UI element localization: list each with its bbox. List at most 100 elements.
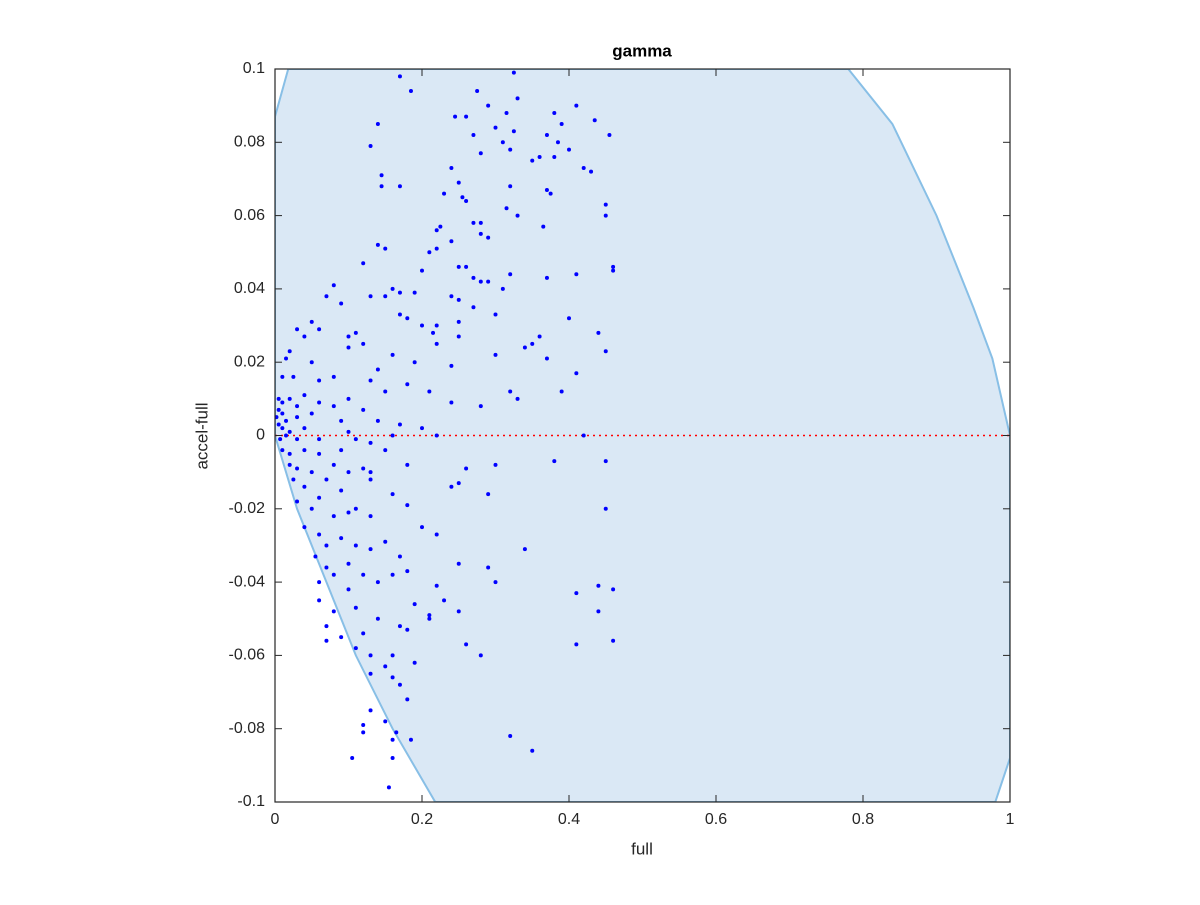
point: [434, 341, 439, 346]
point: [390, 737, 395, 742]
point: [427, 389, 432, 394]
point: [317, 451, 322, 456]
point: [324, 624, 329, 629]
point: [405, 697, 410, 702]
point: [397, 422, 402, 427]
point: [434, 246, 439, 251]
point: [486, 492, 491, 497]
point: [339, 488, 344, 493]
point: [420, 323, 424, 328]
point: [375, 121, 380, 126]
point: [412, 290, 417, 295]
point: [449, 484, 454, 489]
point: [368, 440, 373, 445]
point: [456, 609, 461, 614]
point: [434, 433, 439, 438]
y-tick-label: 0: [256, 427, 265, 444]
point: [383, 719, 388, 724]
point: [603, 202, 608, 207]
point: [309, 360, 314, 365]
point: [596, 609, 601, 614]
point: [504, 206, 509, 211]
point: [475, 88, 480, 93]
point: [339, 301, 344, 306]
point: [284, 418, 289, 423]
point: [515, 213, 520, 218]
chart-title: gamma: [612, 41, 672, 60]
point: [302, 484, 307, 489]
point: [574, 642, 579, 647]
point: [596, 330, 601, 335]
point: [295, 327, 300, 332]
point: [478, 231, 483, 236]
point: [493, 352, 498, 357]
point: [302, 448, 307, 453]
x-tick-label: 0.8: [852, 811, 874, 828]
point: [460, 195, 465, 200]
point: [486, 235, 491, 240]
point: [530, 748, 535, 753]
point: [287, 349, 292, 354]
point: [405, 382, 410, 387]
point: [397, 290, 402, 295]
point: [313, 554, 318, 559]
point: [456, 264, 461, 269]
point: [427, 613, 432, 618]
point: [375, 580, 380, 585]
point: [511, 129, 516, 134]
point: [390, 286, 395, 291]
point: [368, 470, 373, 475]
point: [508, 272, 513, 277]
point: [471, 132, 476, 137]
point: [361, 261, 366, 266]
point: [486, 279, 491, 284]
point: [515, 96, 520, 101]
point: [291, 374, 296, 379]
point: [361, 407, 366, 412]
y-tick-label: 0.1: [243, 60, 265, 77]
point: [522, 345, 527, 350]
point: [361, 631, 366, 636]
point: [456, 334, 461, 339]
point: [552, 110, 557, 115]
point: [581, 165, 586, 170]
point: [331, 462, 336, 467]
point: [478, 279, 483, 284]
point: [346, 561, 351, 566]
point: [574, 272, 579, 277]
point: [390, 433, 395, 438]
point: [508, 184, 513, 189]
point: [486, 565, 491, 570]
point: [295, 499, 300, 504]
point: [464, 264, 469, 269]
point: [508, 734, 513, 739]
point: [390, 352, 395, 357]
point: [275, 415, 279, 420]
point: [537, 334, 542, 339]
point: [493, 462, 498, 467]
y-tick-label: -0.08: [229, 720, 266, 737]
point: [317, 400, 322, 405]
point: [331, 609, 336, 614]
point: [611, 268, 616, 273]
point: [361, 730, 366, 735]
point: [317, 378, 322, 383]
point: [361, 341, 366, 346]
point: [346, 587, 351, 592]
point: [280, 374, 285, 379]
point: [515, 396, 520, 401]
point: [331, 514, 336, 519]
point: [611, 587, 616, 592]
point: [412, 660, 417, 665]
point: [383, 294, 388, 299]
point: [486, 103, 491, 108]
point: [508, 389, 513, 394]
point: [368, 547, 373, 552]
point: [280, 426, 285, 431]
point: [530, 341, 535, 346]
point: [346, 510, 351, 515]
point: [456, 481, 461, 486]
point: [449, 165, 454, 170]
point: [368, 143, 373, 148]
x-tick-label: 0.2: [411, 811, 433, 828]
